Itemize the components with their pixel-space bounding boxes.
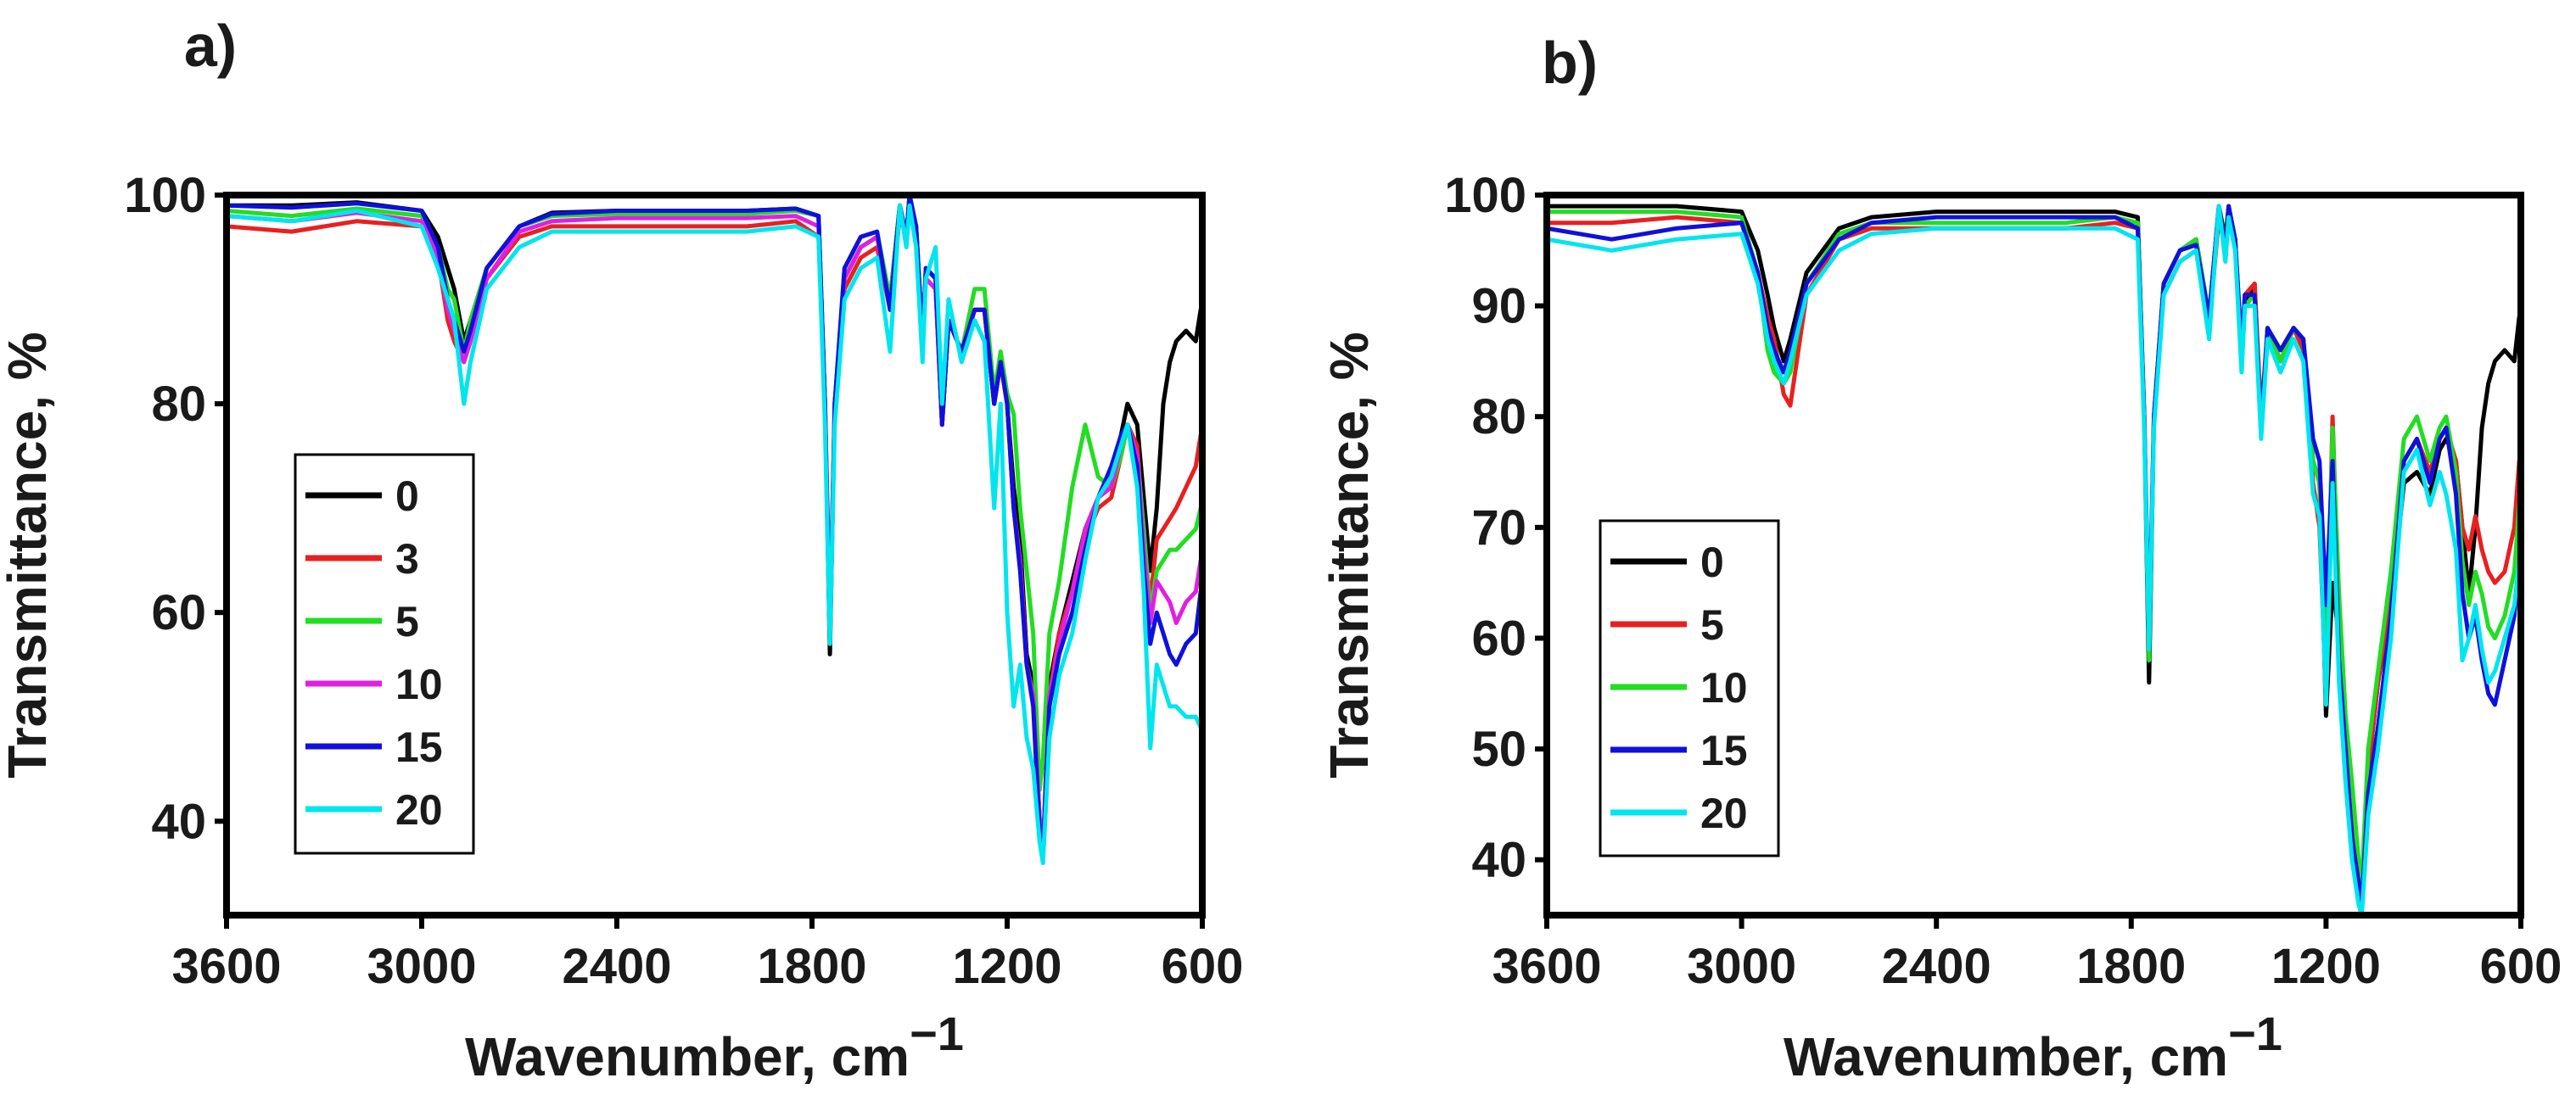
y-axis-title: Transmittance, % xyxy=(1319,332,1380,778)
x-tick-label: 1800 xyxy=(757,939,866,994)
chart-panel-a: a)3600 3000 2400 1800 1200 600406080100Transm… xyxy=(0,13,1243,1087)
x-axis-title-main: Wavenumber, cm xyxy=(465,1026,910,1087)
x-tick-label: 2400 xyxy=(1882,939,1991,994)
legend: 0 3 5 10 15 20 xyxy=(294,453,475,855)
y-tick-label: 80 xyxy=(1471,389,1526,444)
legend-label-20: 20 xyxy=(395,786,443,834)
panel-label: a) xyxy=(184,13,237,79)
legend-label-15: 15 xyxy=(1700,727,1748,774)
x-tick-label: 1200 xyxy=(2271,939,2381,994)
legend-label-0: 0 xyxy=(1700,539,1724,586)
plot-frame xyxy=(223,192,1206,919)
x-tick-label: 3600 xyxy=(171,939,281,994)
y-tick-label: 40 xyxy=(151,794,206,849)
legend-label-3: 3 xyxy=(395,535,419,583)
legend-label-20: 20 xyxy=(1700,790,1748,837)
panel-label: b) xyxy=(1542,30,1598,96)
y-tick-label: 60 xyxy=(151,585,206,640)
legend-label-10: 10 xyxy=(1700,664,1748,712)
x-tick-label: 3000 xyxy=(1687,939,1796,994)
y-tick-label: 40 xyxy=(1471,833,1526,888)
x-axis-title-superscript: −1 xyxy=(910,1007,964,1060)
series-line-20 xyxy=(1547,204,2521,915)
x-tick-label: 3000 xyxy=(367,939,476,994)
plot-frame xyxy=(1543,192,2524,919)
legend-label-10: 10 xyxy=(395,661,443,708)
y-axis-title: Transmittance, % xyxy=(0,332,58,778)
x-axis-title-superscript: −1 xyxy=(2228,1007,2282,1060)
y-tick-label: 100 xyxy=(124,168,206,223)
y-tick-label: 90 xyxy=(1471,279,1526,334)
x-tick-label: 600 xyxy=(1162,939,1244,994)
y-tick-label: 60 xyxy=(1471,611,1526,666)
x-tick-label: 1800 xyxy=(2076,939,2186,994)
legend: 0 5 10 15 20 xyxy=(1599,519,1780,857)
y-tick-label: 70 xyxy=(1471,500,1526,556)
x-tick-label: 1200 xyxy=(952,939,1061,994)
x-axis-title: Wavenumber, cm−1 xyxy=(1784,1007,2282,1087)
y-tick-label: 100 xyxy=(1444,168,1526,223)
legend-label-15: 15 xyxy=(395,723,443,771)
series-line-20 xyxy=(227,203,1202,865)
y-tick-label: 50 xyxy=(1471,722,1526,777)
x-tick-label: 2400 xyxy=(562,939,671,994)
x-axis-title: Wavenumber, cm−1 xyxy=(465,1007,964,1087)
y-tick-label: 80 xyxy=(151,377,206,432)
chart-panel-b: b)3600 3000 2400 1800 1200 600405060708090100… xyxy=(1319,30,2562,1087)
x-tick-label: 3600 xyxy=(1492,939,1601,994)
legend-label-5: 5 xyxy=(1700,601,1724,649)
series-group xyxy=(1547,204,2521,915)
legend-box xyxy=(294,453,475,855)
x-axis-title-main: Wavenumber, cm xyxy=(1784,1026,2228,1087)
x-tick-label: 600 xyxy=(2480,939,2562,994)
series-group xyxy=(227,193,1202,865)
legend-label-0: 0 xyxy=(395,472,419,520)
legend-label-5: 5 xyxy=(395,598,419,645)
